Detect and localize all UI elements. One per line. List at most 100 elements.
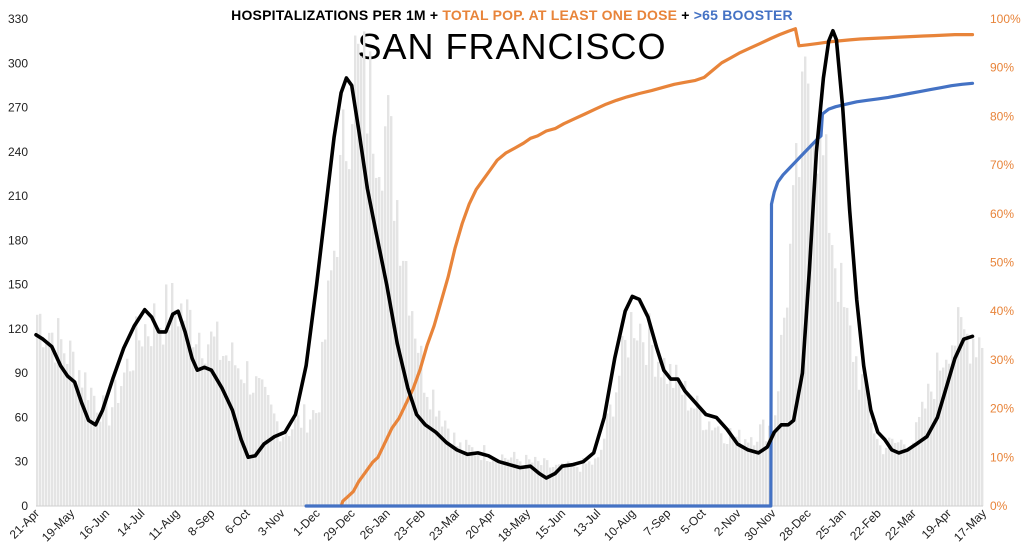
hospitalization-daily-bar [618,375,621,506]
hospitalization-daily-bar [48,332,51,506]
hospitalization-daily-bar [90,387,93,506]
x-tick-label: 11-Aug [146,506,183,543]
hospitalization-daily-bar [699,410,702,506]
hospitalization-daily-bar [315,413,318,506]
hospitalization-daily-bar [900,439,903,506]
hospitalization-daily-bar [201,358,204,506]
hospitalization-daily-bar [291,429,294,506]
hospitalization-daily-bar [819,115,822,506]
hospitalization-daily-bar [420,345,423,506]
hospitalization-daily-bar [924,408,927,506]
hospitalization-daily-bar [441,426,444,506]
hospitalization-daily-bar [237,368,240,506]
hospitalization-daily-bar [738,429,741,506]
hospitalization-daily-bar [141,346,144,506]
hospitalization-daily-bar [171,283,174,506]
hospitalization-daily-bar [366,133,369,507]
hospitalization-daily-bar [435,416,438,506]
y-right-tick-label: 0% [990,499,1008,513]
hospitalization-daily-bar [903,444,906,506]
hospitalization-daily-bar [927,383,930,506]
hospitalization-daily-bar [234,365,237,506]
hospitalization-daily-bar [567,461,570,506]
hospitalization-daily-bar [438,410,441,506]
hospitalization-daily-bar [186,299,189,506]
hospitalization-daily-bar [798,177,801,506]
x-tick-label: 2-Nov [711,506,744,539]
hospitalization-daily-bar [960,317,963,506]
x-tick-label: 22-Mar [882,506,919,543]
y-left-tick-label: 150 [8,278,28,292]
title-vaccination-label: TOTAL POP. AT LEAST ONE DOSE [442,7,678,23]
hospitalization-daily-bar [258,378,261,506]
hospitalization-daily-bar [111,407,114,506]
title-hospitalizations-label: HOSPITALIZATIONS PER 1M [231,7,426,23]
hospitalization-daily-bar [726,443,729,506]
hospitalization-daily-bar [432,389,435,506]
y-right-tick-label: 70% [990,158,1014,172]
hospitalization-daily-bar [603,438,606,506]
hospitalization-daily-bar [156,329,159,506]
hospitalization-daily-bar [396,200,399,506]
hospitalization-daily-bar [210,331,213,506]
hospitalization-daily-bar [120,386,123,506]
chart-lines [34,27,975,508]
x-tick-label: 1-Dec [290,506,323,539]
hospitalization-daily-bar [690,407,693,506]
hospitalization-daily-bar [153,303,156,506]
hospitalization-daily-bar [357,43,360,506]
hospitalization-daily-bar [657,361,660,506]
hospitalization-daily-bar [540,465,543,506]
hospitalization-daily-bar [312,410,315,506]
hospitalization-daily-bar [774,415,777,506]
hospitalization-daily-bar [180,303,183,506]
hospitalization-daily-bar [630,312,633,506]
hospitalization-daily-bar [648,313,651,506]
hospitalization-daily-bar [264,386,267,506]
hospitalization-daily-bar [132,370,135,506]
hospitalization-daily-bar [783,317,786,506]
hospitalization-daily-bar [276,421,279,506]
x-tick-label: 23-Mar [426,506,463,543]
hospitalization-daily-bar [471,447,474,506]
hospitalization-daily-bar [729,427,732,506]
hospitalization-daily-bar [936,352,939,506]
hospitalization-daily-bar [963,329,966,506]
hospitalization-daily-bar [255,376,258,506]
hospitalization-daily-bar [795,143,798,507]
hospitalization-daily-bar [300,427,303,506]
hospitalization-daily-bar [468,444,471,506]
hospitalization-daily-bar [75,386,78,506]
hospitalization-daily-bar [543,458,546,506]
hospitalization-daily-bar [81,387,84,506]
y-right-tick-label: 20% [990,402,1014,416]
hospitalization-daily-bar [504,457,507,506]
hospitalization-daily-bar [195,344,198,506]
hospitalization-daily-bar [897,442,900,506]
hospitalization-daily-bar [651,344,654,506]
hospitalization-daily-bar [375,177,378,507]
hospitalization-daily-bar [354,35,357,506]
hospitalization-daily-bar [600,449,603,506]
hospitalization-daily-bar [519,461,522,506]
hospitalization-daily-bar [828,232,831,506]
hospitalization-daily-bar [486,461,489,506]
hospitalization-daily-bar [489,461,492,506]
hospitalization-daily-bar [204,363,207,506]
x-tick-label: 26-Jan [357,506,393,542]
hospitalization-daily-bar [342,109,345,506]
hospitalization-daily-bar [117,403,120,506]
hospitalization-daily-bars [36,31,984,507]
hospitalization-daily-bar [57,318,60,506]
hospitalization-daily-bar [126,358,129,506]
hospitalization-daily-bar [528,459,531,506]
hospitalization-daily-bar [231,342,234,506]
hospitalization-daily-bar [678,382,681,506]
y-left-tick-label: 300 [8,56,28,70]
y-right-tick-label: 50% [990,256,1014,270]
hospitalization-daily-bar [966,333,969,506]
hospitalization-daily-bar [609,404,612,506]
hospitalization-daily-bar [165,284,168,506]
y-left-tick-label: 90 [15,366,29,380]
